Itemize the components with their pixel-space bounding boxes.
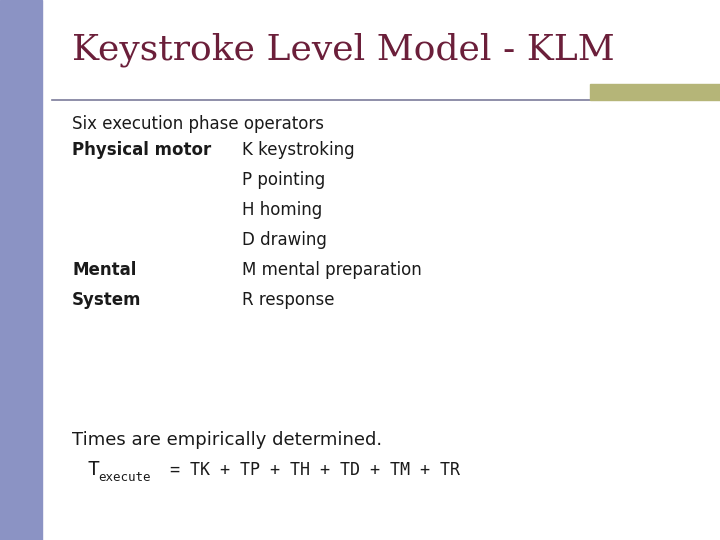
Bar — [590, 84, 720, 100]
Text: D drawing: D drawing — [242, 231, 327, 249]
Text: R response: R response — [242, 291, 335, 309]
Bar — [0, 0, 42, 540]
Text: K keystroking: K keystroking — [242, 141, 355, 159]
Text: System: System — [72, 291, 142, 309]
Text: Times are empirically determined.: Times are empirically determined. — [72, 431, 382, 449]
Text: Physical motor: Physical motor — [72, 141, 211, 159]
Text: P pointing: P pointing — [242, 171, 325, 189]
Text: = TK + TP + TH + TD + TM + TR: = TK + TP + TH + TD + TM + TR — [160, 461, 460, 479]
Text: T: T — [87, 460, 99, 479]
Text: M mental preparation: M mental preparation — [242, 261, 422, 279]
Text: H homing: H homing — [242, 201, 323, 219]
Text: execute: execute — [98, 471, 150, 484]
Text: Keystroke Level Model - KLM: Keystroke Level Model - KLM — [72, 33, 615, 68]
Text: Six execution phase operators: Six execution phase operators — [72, 115, 324, 133]
Text: Mental: Mental — [72, 261, 136, 279]
